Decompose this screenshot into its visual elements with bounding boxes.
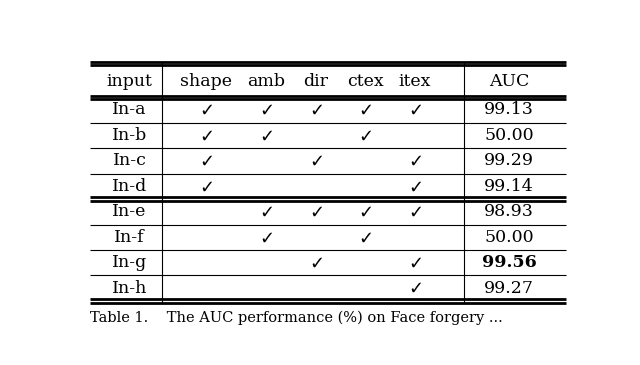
Text: 99.56: 99.56 bbox=[482, 254, 536, 271]
Text: $\checkmark$: $\checkmark$ bbox=[200, 152, 214, 170]
Text: Table 1.    The AUC performance (%) on Face forgery ...: Table 1. The AUC performance (%) on Face… bbox=[90, 311, 502, 325]
Text: 50.00: 50.00 bbox=[484, 229, 534, 246]
Text: In-h: In-h bbox=[112, 280, 147, 297]
Text: $\checkmark$: $\checkmark$ bbox=[408, 279, 422, 297]
Text: $\checkmark$: $\checkmark$ bbox=[408, 254, 422, 272]
Text: $\checkmark$: $\checkmark$ bbox=[200, 126, 214, 145]
Text: amb: amb bbox=[247, 73, 285, 89]
Text: $\checkmark$: $\checkmark$ bbox=[200, 177, 214, 195]
Text: $\checkmark$: $\checkmark$ bbox=[308, 254, 323, 272]
Text: In-b: In-b bbox=[112, 127, 147, 144]
Text: In-f: In-f bbox=[115, 229, 145, 246]
Text: $\checkmark$: $\checkmark$ bbox=[358, 203, 372, 221]
Text: input: input bbox=[107, 73, 152, 89]
Text: 99.27: 99.27 bbox=[484, 280, 534, 297]
Text: $\checkmark$: $\checkmark$ bbox=[308, 203, 323, 221]
Text: $\checkmark$: $\checkmark$ bbox=[200, 101, 214, 119]
Text: 50.00: 50.00 bbox=[484, 127, 534, 144]
Text: $\checkmark$: $\checkmark$ bbox=[358, 228, 372, 246]
Text: $\checkmark$: $\checkmark$ bbox=[259, 126, 273, 145]
Text: ctex: ctex bbox=[347, 73, 383, 89]
Text: dir: dir bbox=[303, 73, 328, 89]
Text: $\checkmark$: $\checkmark$ bbox=[408, 203, 422, 221]
Text: $\checkmark$: $\checkmark$ bbox=[358, 126, 372, 145]
Text: $\checkmark$: $\checkmark$ bbox=[259, 203, 273, 221]
Text: $\checkmark$: $\checkmark$ bbox=[408, 177, 422, 195]
Text: $\checkmark$: $\checkmark$ bbox=[259, 228, 273, 246]
Text: In-d: In-d bbox=[112, 178, 147, 195]
Text: 99.13: 99.13 bbox=[484, 101, 534, 118]
Text: $\checkmark$: $\checkmark$ bbox=[408, 101, 422, 119]
Text: 98.93: 98.93 bbox=[484, 203, 534, 220]
Text: AUC: AUC bbox=[489, 73, 529, 89]
Text: In-g: In-g bbox=[112, 254, 147, 271]
Text: $\checkmark$: $\checkmark$ bbox=[308, 152, 323, 170]
Text: In-c: In-c bbox=[113, 152, 147, 169]
Text: 99.14: 99.14 bbox=[484, 178, 534, 195]
Text: In-e: In-e bbox=[113, 203, 147, 220]
Text: $\checkmark$: $\checkmark$ bbox=[259, 101, 273, 119]
Text: $\checkmark$: $\checkmark$ bbox=[408, 152, 422, 170]
Text: 99.29: 99.29 bbox=[484, 152, 534, 169]
Text: $\checkmark$: $\checkmark$ bbox=[308, 101, 323, 119]
Text: In-a: In-a bbox=[113, 101, 147, 118]
Text: $\checkmark$: $\checkmark$ bbox=[358, 101, 372, 119]
Text: itex: itex bbox=[399, 73, 431, 89]
Text: shape: shape bbox=[180, 73, 232, 89]
